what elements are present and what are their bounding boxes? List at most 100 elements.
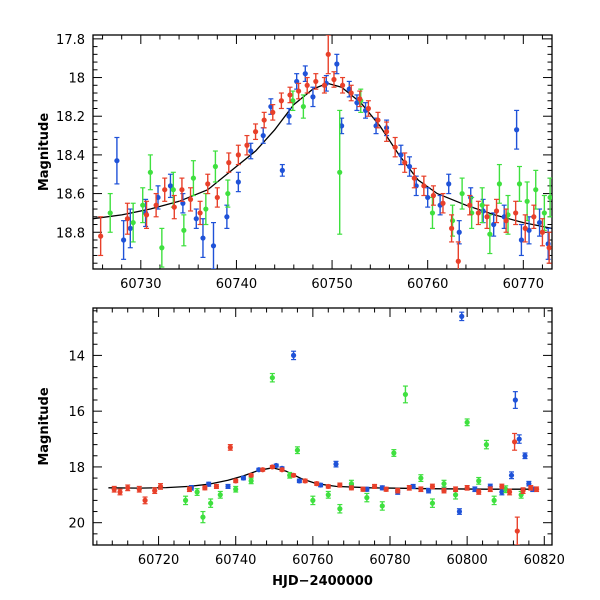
data-point	[270, 109, 276, 115]
data-point	[364, 486, 370, 492]
data-point	[452, 486, 459, 492]
data-point	[310, 497, 316, 503]
data-point	[520, 488, 526, 494]
data-point	[325, 483, 331, 490]
data-point	[248, 472, 254, 478]
data-point	[480, 208, 486, 214]
data-point	[279, 467, 285, 473]
data-point	[114, 158, 120, 164]
data-point	[514, 127, 520, 133]
x-tick-label: 60760	[292, 553, 333, 568]
x-tick-label: 60770	[503, 277, 544, 292]
data-point	[181, 227, 187, 233]
data-point	[153, 202, 159, 208]
data-point	[331, 76, 337, 83]
x-tick-label: 60730	[120, 277, 161, 292]
data-point	[491, 221, 497, 228]
data-point	[379, 503, 385, 509]
data-point	[260, 132, 266, 139]
data-point	[159, 245, 165, 251]
data-point	[479, 202, 485, 208]
data-point	[383, 129, 390, 135]
data-point	[547, 194, 552, 201]
data-point	[452, 492, 459, 498]
data-point	[493, 208, 500, 214]
data-point	[111, 486, 117, 492]
plot-frame	[92, 34, 553, 270]
data-point	[522, 225, 528, 231]
data-point	[162, 187, 168, 193]
data-point	[499, 489, 505, 495]
data-point	[294, 78, 300, 85]
data-point	[456, 508, 463, 515]
data-point	[406, 485, 412, 491]
data-point	[142, 497, 148, 503]
data-point	[279, 167, 285, 173]
data-point	[213, 483, 220, 490]
data-point	[429, 483, 436, 490]
data-point	[418, 486, 424, 492]
data-point	[325, 492, 331, 498]
data-point	[121, 237, 127, 243]
data-point	[536, 219, 543, 226]
data-point	[348, 90, 354, 96]
data-point	[147, 169, 153, 175]
x-tick-label: 60800	[446, 553, 487, 568]
data-point	[406, 163, 413, 170]
data-point	[296, 478, 302, 484]
data-point	[512, 397, 518, 403]
data-point	[290, 98, 296, 104]
data-point	[290, 352, 297, 358]
x-tick-label: 60740	[216, 277, 257, 292]
data-point	[186, 486, 193, 492]
data-point	[440, 200, 446, 206]
y-tick-label: 18.2	[56, 110, 85, 125]
x-tick-label: 60760	[407, 277, 448, 292]
data-point	[233, 478, 239, 484]
data-point	[140, 202, 146, 208]
data-point	[248, 478, 254, 484]
y-tick-label: 18	[68, 461, 85, 476]
data-point	[496, 181, 503, 187]
data-point	[348, 481, 355, 487]
data-point	[514, 528, 520, 534]
data-point	[240, 475, 247, 481]
data-point	[418, 475, 424, 481]
data-point	[446, 181, 452, 187]
y-tick-label: 16	[68, 405, 85, 420]
data-point	[235, 179, 241, 185]
data-point	[518, 237, 525, 243]
data-point	[472, 486, 478, 492]
data-point	[528, 485, 534, 491]
data-point	[539, 229, 546, 235]
plot-frame	[92, 307, 553, 546]
data-point	[541, 210, 547, 216]
series-2	[98, 35, 552, 269]
data-point	[313, 78, 319, 85]
data-point	[167, 183, 174, 189]
data-point	[337, 169, 343, 175]
data-point	[314, 481, 320, 487]
data-point	[227, 444, 233, 451]
x-axis-title: HJD−2400000	[272, 574, 373, 589]
data-point	[206, 481, 212, 487]
data-point	[197, 210, 203, 216]
data-point	[499, 483, 505, 490]
data-point	[224, 214, 230, 220]
data-point	[143, 212, 150, 218]
data-point	[503, 218, 509, 224]
data-point	[484, 214, 490, 220]
data-point	[464, 485, 470, 491]
data-point	[252, 129, 259, 135]
data-point	[392, 144, 398, 150]
data-point	[200, 514, 206, 520]
data-point	[244, 142, 250, 148]
data-point	[354, 100, 360, 106]
y-tick-label: 18	[68, 72, 85, 87]
data-point	[214, 194, 220, 201]
data-point	[260, 467, 266, 473]
data-point	[503, 486, 509, 492]
data-point	[302, 478, 308, 484]
data-point	[180, 200, 186, 206]
